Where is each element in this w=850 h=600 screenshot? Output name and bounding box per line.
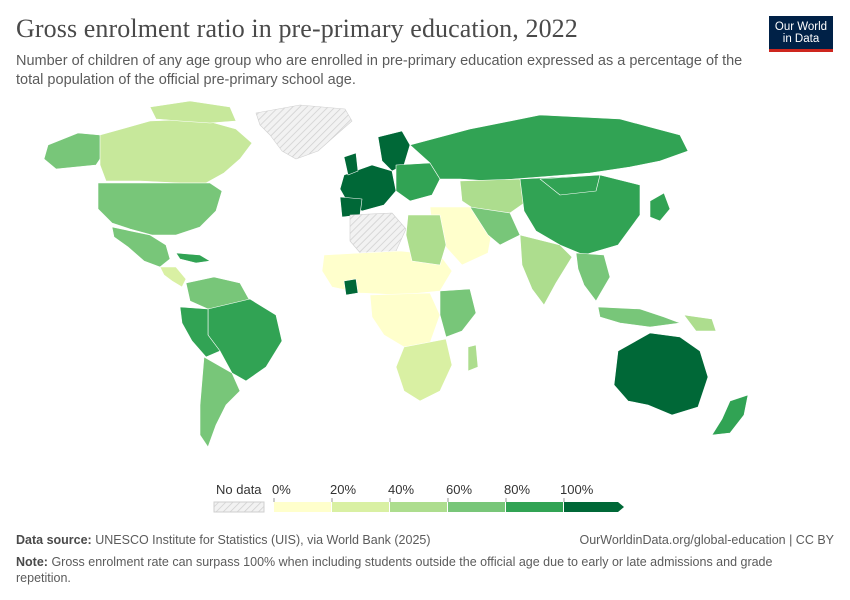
logo-line-2: in Data [782, 32, 820, 45]
legend-no-data-swatch[interactable] [213, 501, 265, 513]
legend-tick-80: 80% [504, 482, 531, 497]
legend-tick-60: 60% [446, 482, 473, 497]
region-argentina[interactable] [199, 356, 241, 448]
region-canada[interactable] [99, 118, 253, 184]
legend-swatch-3[interactable] [448, 502, 505, 512]
owid-logo[interactable]: Our World in Data [769, 16, 833, 52]
region-png[interactable] [683, 314, 717, 332]
data-source: Data source: UNESCO Institute for Statis… [16, 533, 431, 547]
note-text: Gross enrolment rate can surpass 100% wh… [16, 555, 773, 585]
region-indonesia[interactable] [597, 306, 681, 328]
region-southeast-asia[interactable] [575, 252, 611, 302]
legend-swatch-4[interactable] [506, 502, 563, 512]
legend-swatch-2[interactable] [390, 502, 447, 512]
region-north-africa-nodata[interactable] [349, 212, 407, 256]
data-source-label: Data source: [16, 533, 92, 547]
legend-svg [213, 498, 624, 513]
region-ghana[interactable] [343, 278, 359, 296]
region-madagascar[interactable] [467, 344, 479, 372]
chart-note: Note: Gross enrolment rate can surpass 1… [16, 554, 806, 586]
data-source-text[interactable]: UNESCO Institute for Statistics (UIS), v… [95, 533, 431, 547]
legend-swatch-0[interactable] [274, 502, 331, 512]
map-legend: No data 0% 20% 40% 60% 80% 100% [210, 482, 640, 518]
region-central-america[interactable] [159, 266, 187, 288]
legend-tick-20: 20% [330, 482, 357, 497]
logo-line-1: Our World [774, 20, 828, 33]
region-alaska[interactable] [43, 132, 105, 170]
chart-title: Gross enrolment ratio in pre-primary edu… [16, 14, 578, 43]
legend-no-data-label: No data [216, 482, 262, 497]
region-peru-bolivia[interactable] [179, 306, 221, 358]
region-southern-africa[interactable] [395, 338, 453, 402]
legend-tick-100: 100% [560, 482, 594, 497]
region-india[interactable] [519, 234, 573, 306]
region-china[interactable] [519, 174, 641, 256]
region-uk[interactable] [343, 152, 359, 176]
region-central-africa[interactable] [369, 292, 441, 348]
region-greenland[interactable] [255, 104, 353, 160]
region-egypt-sudan[interactable] [405, 214, 447, 266]
legend-swatch-5[interactable] [564, 502, 618, 512]
region-new-zealand[interactable] [711, 394, 749, 436]
region-russia[interactable] [409, 114, 689, 182]
region-japan[interactable] [649, 192, 671, 222]
region-arctic-islands[interactable] [149, 100, 237, 124]
region-mongolia[interactable] [539, 174, 601, 196]
region-usa[interactable] [97, 182, 223, 236]
legend-tick-0: 0% [272, 482, 291, 497]
region-caribbean[interactable] [175, 252, 211, 264]
legend-overflow-arrow [618, 502, 624, 512]
owid-url[interactable]: OurWorldinData.org/global-education | CC… [579, 533, 834, 547]
world-map[interactable] [0, 95, 850, 480]
region-australia[interactable] [613, 332, 709, 416]
chart-subtitle: Number of children of any age group who … [16, 53, 743, 88]
note-label: Note: [16, 555, 48, 569]
region-east-africa[interactable] [439, 288, 477, 338]
region-iran[interactable] [469, 206, 521, 246]
region-iberia[interactable] [339, 196, 363, 218]
legend-tick-40: 40% [388, 482, 415, 497]
legend-color-bar[interactable] [273, 498, 624, 512]
legend-swatch-1[interactable] [332, 502, 389, 512]
